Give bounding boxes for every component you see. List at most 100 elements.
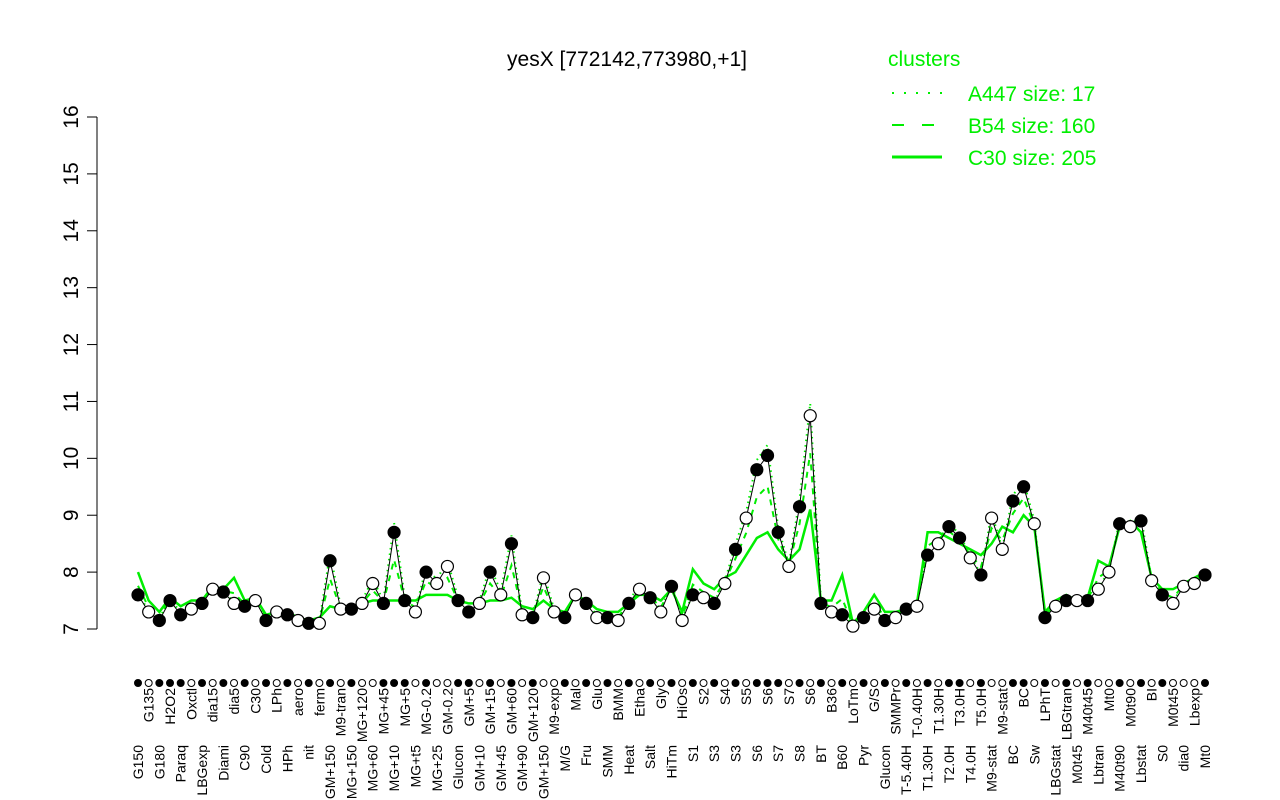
x-tick-label: Glucon [877,745,893,789]
x-tick-label: MG+10 [386,745,402,792]
rug-marker [294,679,303,687]
data-point [963,551,977,565]
x-tick-label: M9-tran [333,688,349,736]
x-tick-label: Mt0 [1197,745,1213,769]
x-tick-label: GM+120 [525,688,541,742]
data-point [131,588,145,602]
rug-marker [763,679,772,687]
x-tick-label: HiOs [674,688,690,719]
rug-marker [688,679,697,687]
data-point [291,613,305,628]
data-point [398,593,412,608]
x-tick-label: M/G [557,745,573,771]
x-tick-label: H2O2 [162,688,178,725]
data-point [760,448,775,463]
data-point [312,616,326,630]
x-tick-label: BT [813,745,829,763]
x-tick-label: T3.0H [952,688,968,726]
rug-marker [1040,679,1049,687]
data-point [942,519,956,534]
rug-marker [304,679,313,687]
rug-marker [454,679,463,687]
x-tick-label: HiTm [664,745,680,778]
data-point [1102,565,1116,579]
rug-marker [1201,679,1209,687]
x-tick-label: MG+60 [365,745,381,792]
x-tick-label: BMM [610,688,626,721]
data-point [206,582,220,596]
rug-marker [539,679,548,687]
data-point [1166,596,1180,611]
x-tick-label: T5.0H [973,688,989,726]
rug-marker [1136,679,1145,687]
rug-marker [326,679,335,687]
rug-marker [987,679,996,687]
data-point [1177,579,1191,593]
rug-marker [507,679,516,687]
data-point [675,613,689,628]
series-line-c30 [136,509,1206,626]
rug-marker [1115,679,1124,687]
rug-marker [230,679,239,687]
data-point [504,537,519,551]
data-point [483,565,497,579]
data-point [750,463,764,477]
rug-marker [486,679,495,687]
data-point [867,602,881,616]
rug-marker [816,679,825,687]
x-tick-label: Cold [258,745,274,774]
rug-marker [528,679,537,687]
rug-marker [1030,679,1039,687]
rug-marker [1179,679,1188,687]
data-point [1006,494,1020,508]
data-point [696,591,711,605]
rug-marker [336,679,345,687]
data-point [547,605,561,619]
chart-title: yesX [772142,773980,+1] [507,48,747,71]
rug-marker [390,679,399,687]
x-tick-label: LBGstat [1048,745,1064,796]
x-tick-label: GM+60 [503,688,519,735]
data-point [323,554,337,568]
rug-marker [848,679,857,687]
y-axis: 7 8 9 10 11 12 13 14 15 16 [60,105,98,635]
x-tick-label: Diami [215,745,231,781]
rug-marker [1008,679,1017,687]
data-point [984,511,999,525]
data-point [1187,576,1201,591]
x-tick-label: T1.30H [930,688,946,734]
rug-marker [262,679,271,687]
data-point [899,602,913,616]
x-tick-label: S7 [781,688,797,705]
x-tick-label: Oxctl [183,688,199,720]
rug-marker [1126,679,1135,687]
rug-marker [198,679,207,687]
data-point [408,605,423,619]
rug-marker [582,679,591,687]
data-point [280,608,294,622]
rug-marker [251,679,260,687]
legend: clusters A447 size: 17 B54 size: 160 C30… [888,48,1096,170]
rug-marker [806,679,815,687]
x-tick-label: GM+150 [322,745,338,799]
x-tick-label: SMMPr [888,688,904,735]
rug-marker [1190,679,1199,687]
x-tick-label: dia5 [226,688,242,715]
x-tick-label: Glucon [450,745,466,789]
y-tick-label: 10 [60,447,83,470]
x-tick-label: MG+120 [354,688,370,742]
x-tick-label: M40t45 [1080,688,1096,735]
x-tick-label: GM+90 [514,745,530,792]
rug-marker [944,679,953,687]
data-point [387,525,401,539]
x-tick-label: SMM [599,745,615,778]
data-point [771,525,785,539]
data-point [1091,582,1105,596]
data-point [824,605,839,619]
rug-marker [443,679,452,687]
x-tick-label: G/S [866,688,882,712]
x-tick-label: T1.30H [920,745,936,791]
rug-marker [144,679,153,687]
x-tick-label: Heat [621,745,637,775]
rug-marker [571,679,580,687]
